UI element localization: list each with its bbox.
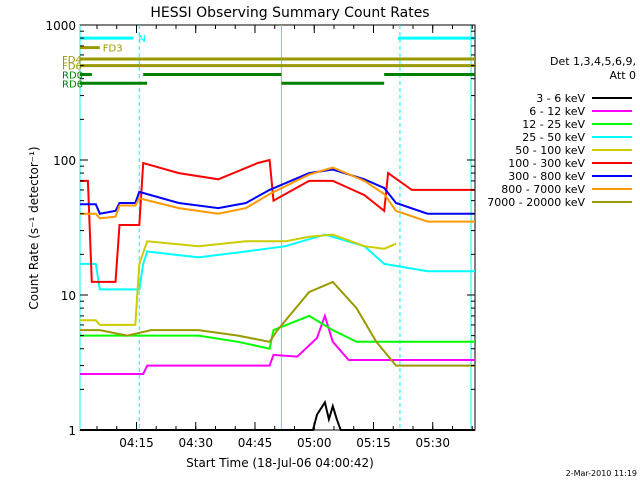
legend-label: 6 - 12 keV <box>529 105 585 118</box>
transition-markers <box>79 25 472 430</box>
y-tick-label: 10 <box>61 289 76 303</box>
series-line <box>80 166 475 223</box>
series-line <box>80 233 475 291</box>
legend-label: 7000 - 20000 keV <box>487 196 585 209</box>
series-line <box>80 312 475 375</box>
state-bar-label: RD0 <box>62 70 83 81</box>
footer-date: 2-Mar-2010 11:19 <box>566 469 637 478</box>
state-bar-label: FD6 <box>62 62 82 73</box>
state-bar-label: RD6 <box>62 79 83 90</box>
x-tick-label: 05:15 <box>356 436 391 450</box>
chart-title: HESSI Observing Summary Count Rates <box>150 5 429 21</box>
x-tick-label: 05:30 <box>415 436 450 450</box>
y-ticks: 1 10 100 1000 <box>45 19 475 438</box>
x-ticks: 04:15 04:30 04:45 05:00 05:15 05:30 <box>96 25 473 450</box>
x-axis-label: Start Time (18-Jul-06 04:00:42) <box>186 456 374 470</box>
series-line <box>80 158 475 283</box>
series-lines <box>80 158 475 431</box>
legend-label: 12 - 25 keV <box>522 118 585 131</box>
series-line <box>80 233 397 326</box>
x-tick-label: 05:00 <box>297 436 332 450</box>
legend-label: 3 - 6 keV <box>536 92 585 105</box>
x-tick-label: 04:45 <box>238 436 273 450</box>
x-tick-label: 04:15 <box>119 436 154 450</box>
legend-label: 50 - 100 keV <box>515 144 585 157</box>
legend-label: 800 - 7000 keV <box>501 183 585 196</box>
y-tick-label: 100 <box>53 154 76 168</box>
y-tick-label: 1000 <box>45 19 76 33</box>
legend-label: 25 - 50 keV <box>522 131 585 144</box>
state-bar-label: FD3 <box>103 44 123 55</box>
y-axis-label: Count Rate (s⁻¹ detector⁻¹) <box>27 146 41 309</box>
state-bar-label: N <box>138 34 145 45</box>
legend-header: Att 0 <box>610 69 636 82</box>
series-line <box>80 314 475 350</box>
legend-label: 100 - 300 keV <box>508 157 585 170</box>
x-tick-label: 04:30 <box>178 436 213 450</box>
legend-header: Det 1,3,4,5,6,9, <box>550 55 636 68</box>
series-line <box>80 280 475 367</box>
legend-label: 300 - 800 keV <box>508 170 585 183</box>
y-tick-label: 1 <box>68 424 76 438</box>
series-line <box>80 168 475 215</box>
state-bar-label: FD4 <box>62 55 82 66</box>
